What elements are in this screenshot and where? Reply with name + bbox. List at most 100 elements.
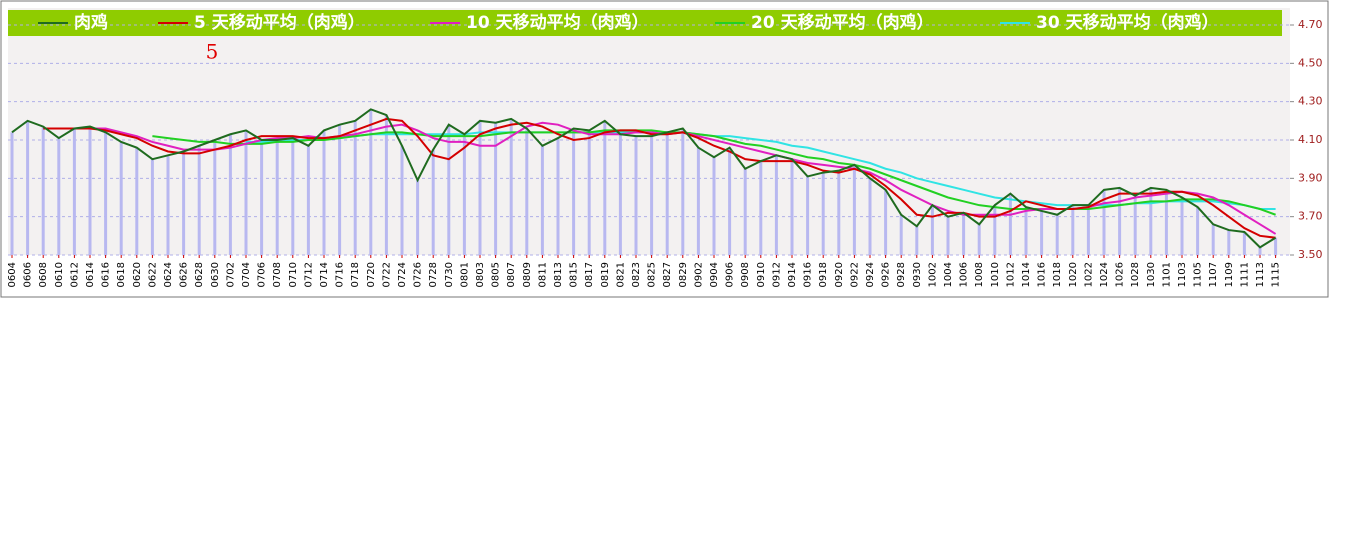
x-tick-label: 0829 [678, 262, 689, 287]
x-tick-label: 0827 [662, 262, 673, 287]
x-tick-label: 1004 [943, 262, 954, 287]
series-line [152, 129, 1276, 216]
bar [306, 145, 310, 255]
x-tick-label: 0924 [865, 262, 876, 287]
y-tick-label: 4.30 [1298, 95, 1323, 108]
x-tick-label: 0610 [54, 262, 65, 287]
x-tick-label: 0823 [631, 262, 642, 287]
bar [1227, 230, 1231, 255]
bar [104, 132, 108, 255]
bar [244, 130, 248, 255]
bar [1024, 207, 1028, 255]
bar [852, 164, 856, 255]
legend-background [8, 10, 1282, 36]
x-tick-label: 0608 [38, 262, 49, 287]
x-tick-label: 0704 [241, 262, 252, 287]
x-tick-label: 0817 [584, 262, 595, 287]
x-tick-label: 0809 [522, 262, 533, 287]
bar [540, 145, 544, 255]
bar [837, 170, 841, 255]
x-tick-label: 0706 [257, 262, 268, 287]
x-tick-label: 0906 [725, 262, 736, 287]
x-tick-label: 0724 [397, 262, 408, 287]
x-tick-label: 1028 [1130, 262, 1141, 287]
y-tick-label: 4.50 [1298, 56, 1323, 69]
x-tick-label: 0712 [303, 262, 314, 287]
legend-label: 20 天移动平均（肉鸡） [751, 12, 934, 33]
bar [1008, 193, 1012, 255]
bar [1164, 189, 1168, 255]
x-tick-label: 0628 [194, 262, 205, 287]
x-tick-label: 0718 [350, 262, 361, 287]
bar [946, 216, 950, 255]
bar [1055, 214, 1059, 255]
x-tick-label: 0614 [85, 262, 96, 287]
bar [1071, 205, 1075, 255]
bar [1149, 187, 1153, 255]
bar [509, 118, 513, 256]
x-tick-label: 0819 [600, 262, 611, 287]
bar [962, 212, 966, 255]
bar [41, 126, 45, 255]
bar [915, 226, 919, 255]
x-tick-label: 0612 [69, 262, 80, 287]
x-tick-label: 1010 [990, 262, 1001, 287]
x-tick-label: 1016 [1037, 262, 1048, 287]
y-tick-label: 3.90 [1298, 171, 1323, 184]
x-tick-label: 0811 [537, 262, 548, 287]
bar [806, 176, 810, 255]
bar [275, 140, 279, 255]
bar [384, 115, 388, 255]
bar [338, 124, 342, 256]
x-tick-label: 1012 [1005, 262, 1016, 287]
x-tick-label: 1105 [1193, 262, 1204, 287]
bar [1196, 207, 1200, 255]
x-tick-label: 0926 [881, 262, 892, 287]
legend-label: 10 天移动平均（肉鸡） [466, 12, 649, 33]
x-tick-label: 0630 [210, 262, 221, 287]
bar [322, 130, 326, 255]
bar [478, 120, 482, 255]
bar [1242, 232, 1246, 255]
bar [650, 136, 654, 255]
legend-label: 肉鸡 [74, 12, 108, 33]
x-tick-label: 1024 [1099, 262, 1110, 287]
x-tick-label: 0902 [693, 262, 704, 287]
bar [712, 157, 716, 255]
bar [447, 124, 451, 256]
bar [182, 151, 186, 255]
bar [72, 128, 76, 255]
bar [525, 128, 529, 255]
bar [696, 147, 700, 255]
x-tick-label: 0910 [756, 262, 767, 287]
bar [1040, 210, 1044, 255]
x-tick-label: 1107 [1208, 262, 1219, 287]
x-tick-label: 0626 [179, 262, 190, 287]
bar [166, 155, 170, 255]
bar [759, 161, 763, 255]
bar [462, 134, 466, 255]
x-tick-label: 1101 [1161, 262, 1172, 287]
bar [119, 141, 123, 255]
bar [743, 168, 747, 255]
bar [1133, 195, 1137, 255]
bar [1274, 237, 1278, 255]
y-tick-label: 3.70 [1298, 210, 1323, 223]
bar [884, 189, 888, 255]
annotation: 5 [206, 40, 219, 64]
bar [821, 172, 825, 255]
bar [1180, 197, 1184, 255]
bar [1118, 187, 1122, 255]
x-tick-label: 0801 [459, 262, 470, 287]
bar [665, 132, 669, 255]
bar [228, 134, 232, 255]
bar [572, 128, 576, 255]
bar [728, 147, 732, 255]
bar [556, 138, 560, 255]
x-tick-label: 0807 [506, 262, 517, 287]
bar [868, 178, 872, 255]
bar [400, 145, 404, 255]
x-tick-label: 0803 [475, 262, 486, 287]
bar [353, 120, 357, 255]
